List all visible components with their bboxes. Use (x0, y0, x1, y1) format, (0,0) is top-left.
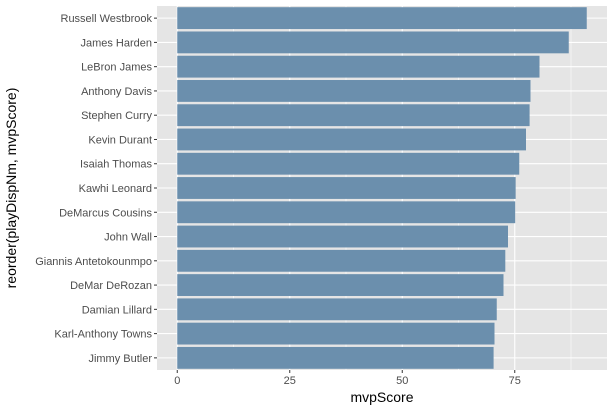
y-axis-title: reorder(playDispNm, mvpScore) (3, 88, 19, 289)
x-tick-label: 0 (174, 375, 180, 387)
y-tick-label: Kevin Durant (88, 134, 152, 146)
bar (177, 249, 506, 272)
y-tick-label: DeMar DeRozan (70, 280, 152, 292)
bar (177, 152, 520, 175)
x-tick-label: 25 (284, 375, 296, 387)
y-tick-label: Jimmy Butler (88, 353, 152, 365)
bar (177, 225, 508, 248)
y-tick-label: Karl-Anthony Towns (54, 329, 152, 341)
y-tick-label: John Wall (104, 232, 152, 244)
bar (177, 104, 530, 127)
bar (177, 7, 587, 30)
bar (177, 274, 504, 296)
bars (177, 7, 587, 369)
y-tick-label: Russell Westbrook (61, 13, 153, 25)
bar (177, 298, 497, 321)
bar (177, 31, 569, 54)
y-tick-label: Stephen Curry (81, 110, 152, 122)
y-tick-label: Isaiah Thomas (80, 159, 152, 171)
x-axis-title: mvpScore (350, 389, 413, 405)
bar (177, 177, 516, 199)
bar (177, 346, 494, 369)
bar (177, 80, 531, 102)
bar (177, 322, 495, 345)
y-tick-label: Giannis Antetokounmpo (35, 256, 152, 268)
y-tick-label: DeMarcus Cousins (59, 207, 152, 219)
bar (177, 55, 540, 78)
x-tick-label: 75 (509, 375, 521, 387)
y-tick-label: James Harden (80, 37, 152, 49)
bar (177, 128, 526, 151)
y-tick-label: Damian Lillard (82, 304, 152, 316)
y-axis-ticks: Russell Westbrook James Harden LeBron Jame… (35, 13, 157, 365)
y-tick-label: LeBron James (81, 62, 152, 74)
x-tick-label: 50 (396, 375, 408, 387)
y-tick-label: Kawhi Leonard (79, 183, 152, 195)
x-axis-ticks: 0 25 50 75 (174, 370, 521, 387)
bar (177, 201, 516, 224)
y-tick-label: Anthony Davis (81, 86, 152, 98)
